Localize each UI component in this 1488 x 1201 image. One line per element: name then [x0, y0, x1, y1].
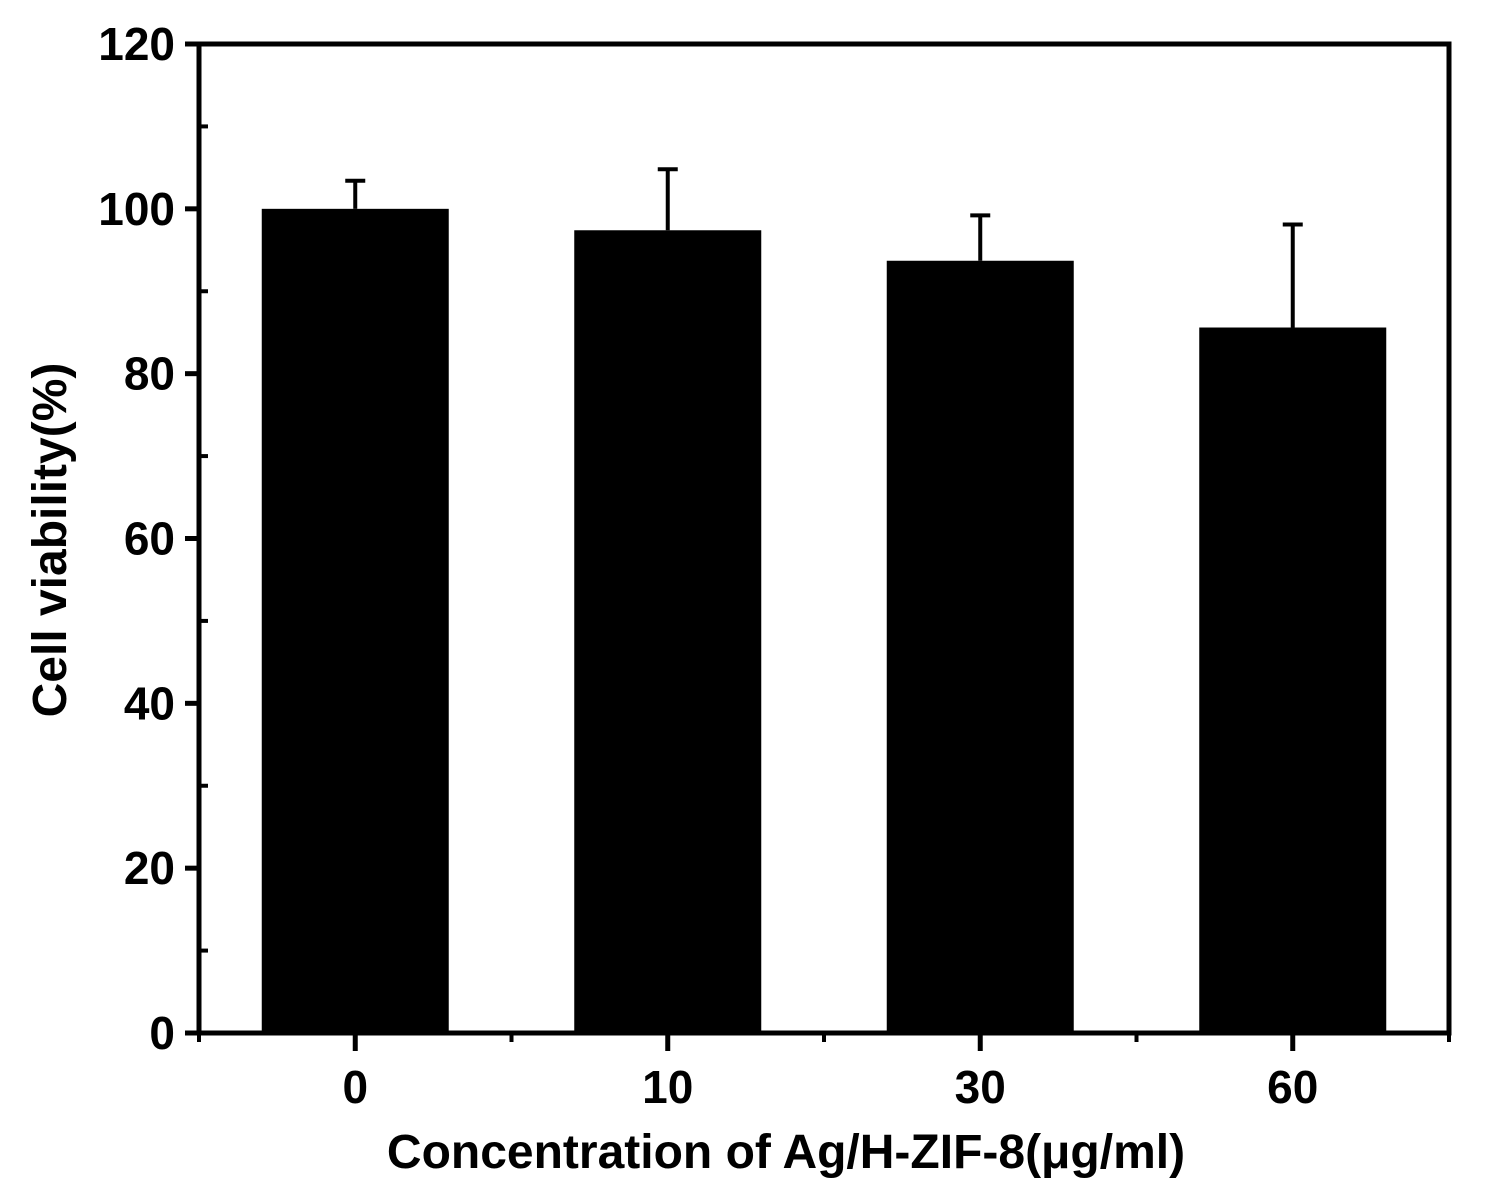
y-tick-label: 0	[149, 1007, 175, 1059]
y-tick-label: 60	[124, 513, 175, 565]
bar-10	[574, 230, 762, 1034]
y-tick-label: 40	[124, 677, 175, 729]
x-tick-labels: 0 10 30 60	[342, 1061, 1318, 1113]
bar-0	[261, 208, 449, 1034]
axes	[185, 41, 1452, 1051]
y-tick-label: 100	[98, 183, 175, 235]
y-tick-labels: 0 20 40 60 80 100 120	[98, 18, 175, 1059]
y-tick-label: 20	[124, 842, 175, 894]
y-tick-label: 80	[124, 348, 175, 400]
x-tick-label: 60	[1267, 1061, 1318, 1113]
bars	[261, 208, 1387, 1034]
x-axis-title: Concentration of Ag/H-ZIF-8(μg/ml)	[387, 1126, 1185, 1179]
x-tick-label: 10	[642, 1061, 693, 1113]
bar-30	[886, 260, 1074, 1033]
y-tick-label: 120	[98, 18, 175, 70]
x-tick-label: 0	[342, 1061, 368, 1113]
x-tick-label: 30	[955, 1061, 1006, 1113]
y-axis-title: Cell viability(%)	[24, 363, 77, 718]
bar-60	[1199, 327, 1387, 1034]
error-bars	[345, 167, 1303, 328]
